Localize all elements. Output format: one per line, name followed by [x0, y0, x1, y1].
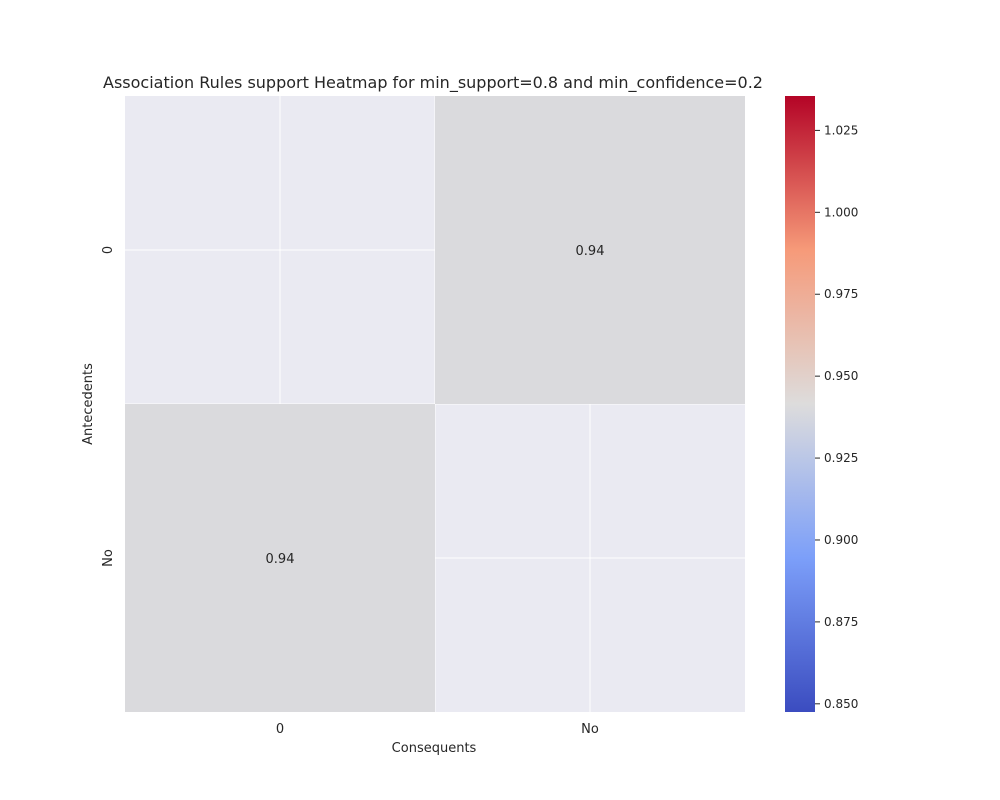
chart-title: Association Rules support Heatmap for mi… [103, 73, 763, 93]
y-axis-label: Antecedents [81, 363, 96, 445]
heatmap-cell [435, 96, 745, 404]
colorbar [785, 96, 815, 712]
y-tick-labels: 0 No [101, 246, 116, 567]
colorbar-tick-label: 0.875 [824, 615, 858, 629]
y-tick-label: No [101, 549, 116, 567]
colorbar-tick-label: 0.850 [824, 697, 858, 711]
colorbar-tick-label: 0.925 [824, 451, 858, 465]
heatmap-cells [125, 96, 745, 712]
colorbar-tick-label: 0.975 [824, 287, 858, 301]
y-tick-label: 0 [101, 246, 116, 254]
x-axis-label: Consequents [392, 741, 477, 756]
colorbar-tick-label: 1.025 [824, 123, 858, 137]
cell-value-label: 0.94 [576, 244, 605, 259]
colorbar-tick-label: 1.000 [824, 205, 858, 219]
x-tick-labels: 0 No [276, 722, 599, 737]
x-tick-label: No [581, 722, 599, 737]
cell-value-label: 0.94 [266, 552, 295, 567]
x-tick-label: 0 [276, 722, 284, 737]
heatmap-cell [125, 404, 435, 712]
colorbar-ticks: 0.850 0.875 0.900 0.925 0.950 0.975 1.000 1.025 [815, 123, 858, 711]
cell-labels: 0.94 0.94 [266, 244, 605, 567]
colorbar-tick-label: 0.900 [824, 533, 858, 547]
colorbar-tick-label: 0.950 [824, 369, 858, 383]
